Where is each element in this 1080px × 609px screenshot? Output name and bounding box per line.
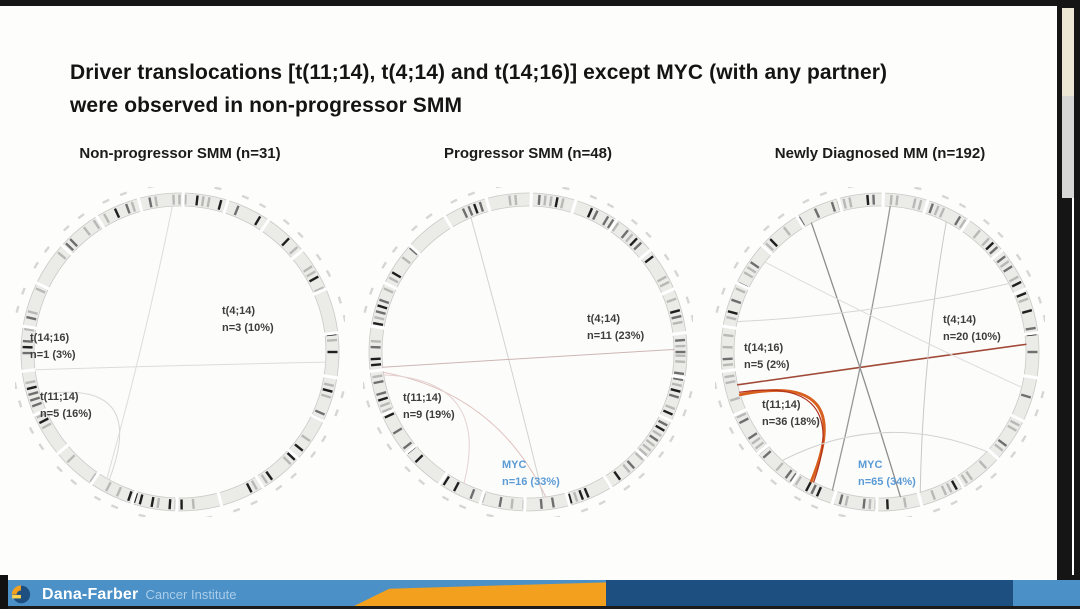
right-edge-white-line xyxy=(1072,198,1074,575)
plot-title-progressor: Progressor SMM (n=48) xyxy=(444,145,612,162)
brand-suffix: Cancer Institute xyxy=(145,587,237,602)
annotation-label: MYC xyxy=(858,459,883,471)
footer-brand: Dana-Farber Cancer Institute xyxy=(42,580,237,609)
right-edge-artifact xyxy=(1057,0,1080,580)
annotation-label: MYC xyxy=(502,459,527,471)
annotation-value: n=1 (3%) xyxy=(30,349,76,361)
circos-chart-non-progressor xyxy=(15,187,345,517)
top-edge-bar xyxy=(0,0,1080,6)
annotation-t11-14-nonprog: t(11;14) n=5 (16%) xyxy=(40,389,92,423)
annotation-value: n=20 (10%) xyxy=(943,331,1001,343)
annotation-value: n=65 (34%) xyxy=(858,476,916,488)
annotation-value: n=9 (19%) xyxy=(403,409,455,421)
annotation-value: n=5 (2%) xyxy=(744,359,790,371)
slide-title-line2: were observed in non-progressor SMM xyxy=(70,94,463,118)
annotation-label: t(4;14) xyxy=(587,313,621,325)
annotation-myc-ndmm: MYC n=65 (34%) xyxy=(858,457,916,491)
annotation-t4-14-nonprog: t(4;14) n=3 (10%) xyxy=(222,303,274,337)
annotation-t4-14-prog: t(4;14) n=11 (23%) xyxy=(587,311,644,345)
annotation-t14-16-nonprog: t(14;16) n=1 (3%) xyxy=(30,330,76,364)
footer-orange-swoosh xyxy=(348,582,606,609)
annotation-label: t(11;14) xyxy=(403,392,442,404)
annotation-label: t(11;14) xyxy=(40,391,79,403)
plot-title-non-progressor: Non-progressor SMM (n=31) xyxy=(79,145,281,162)
circos-chart-progressor xyxy=(363,187,693,517)
slide-title: Driver translocations [t(11;14), t(4;14)… xyxy=(70,56,1010,122)
footer-bar: Dana-Farber Cancer Institute xyxy=(0,580,1080,609)
annotation-myc-prog: MYC n=16 (33%) xyxy=(502,457,560,491)
annotation-value: n=11 (23%) xyxy=(587,330,645,342)
circos-chart-ndmm xyxy=(715,187,1045,517)
plot-progressor-smm: Progressor SMM (n=48) xyxy=(363,145,693,517)
bottom-left-corner xyxy=(0,575,8,609)
annotation-label: t(4;14) xyxy=(222,305,256,317)
plot-title-ndmm: Newly Diagnosed MM (n=192) xyxy=(774,145,986,162)
plot-non-progressor-smm: Non-progressor SMM (n=31) xyxy=(15,145,345,517)
annotation-t4-14-ndmm: t(4;14) n=20 (10%) xyxy=(943,312,1001,346)
annotation-label: t(4;14) xyxy=(943,314,977,326)
annotation-label: t(14;16) xyxy=(30,332,70,344)
plot-newly-diagnosed-mm: Newly Diagnosed MM (n=192) xyxy=(715,145,1045,517)
annotation-value: n=16 (33%) xyxy=(502,476,560,488)
annotation-t11-14-prog: t(11;14) n=9 (19%) xyxy=(403,390,455,424)
annotation-value: n=5 (16%) xyxy=(40,408,92,420)
annotation-label: t(11;14) xyxy=(762,399,801,411)
annotation-t11-14-ndmm: t(11;14) n=36 (18%) xyxy=(762,397,820,431)
slide-title-line1: Driver translocations [t(11;14), t(4;14)… xyxy=(70,61,888,85)
annotation-value: n=3 (10%) xyxy=(222,322,274,334)
annotation-t14-16-ndmm: t(14;16) n=5 (2%) xyxy=(744,340,790,374)
annotation-label: t(14;16) xyxy=(744,342,784,354)
dana-farber-logo-icon xyxy=(11,585,31,604)
bottom-edge-bar xyxy=(0,606,1080,609)
right-edge-beige-strip xyxy=(1062,8,1074,96)
annotation-value: n=36 (18%) xyxy=(762,416,820,428)
brand-name: Dana-Farber xyxy=(42,585,139,603)
footer-dark-blue-segment xyxy=(606,580,1013,609)
right-edge-gray-strip xyxy=(1062,96,1074,198)
